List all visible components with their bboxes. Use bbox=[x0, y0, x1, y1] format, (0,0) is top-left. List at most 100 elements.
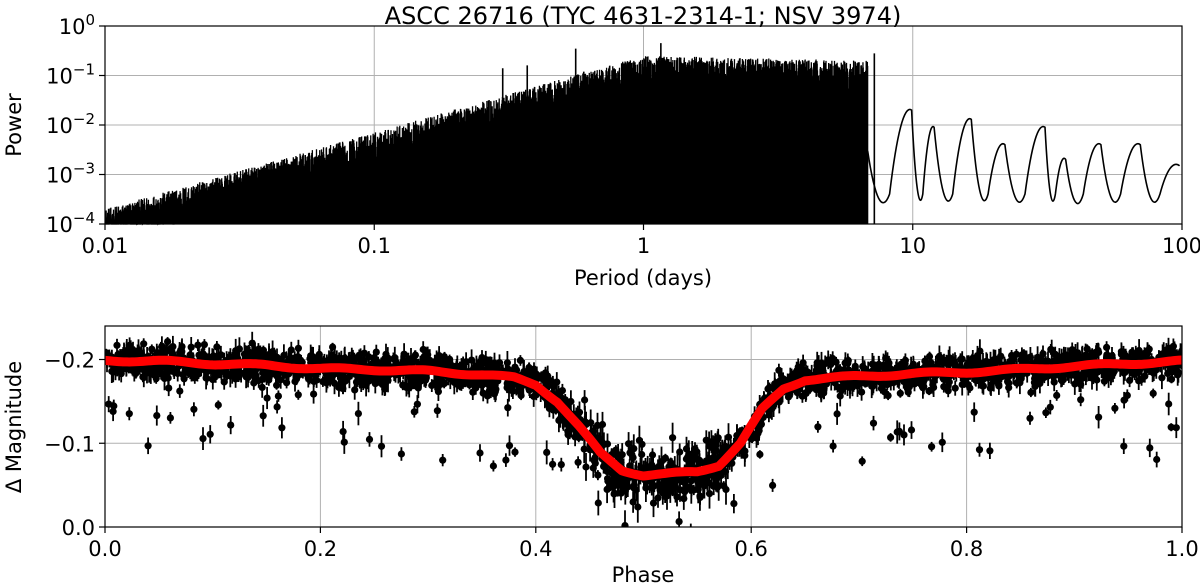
lightcurve-data-point bbox=[1022, 354, 1031, 362]
lightcurve-data-point bbox=[543, 448, 551, 456]
periodogram-y-tick-label: 10−3 bbox=[46, 160, 95, 188]
periodogram-plot-area bbox=[104, 43, 1181, 226]
lightcurve-data-point bbox=[1120, 396, 1128, 404]
lightcurve-data-point bbox=[315, 354, 323, 362]
lightcurve-data-point bbox=[269, 348, 277, 356]
lightcurve-data-point bbox=[389, 355, 397, 363]
lightcurve-data-point bbox=[273, 372, 281, 380]
lightcurve-data-point bbox=[439, 456, 447, 464]
lightcurve-data-point bbox=[278, 424, 286, 432]
lightcurve-data-point bbox=[382, 350, 390, 358]
lightcurve-data-point bbox=[365, 353, 373, 361]
lightcurve-data-point bbox=[113, 341, 121, 349]
lightcurve-data-point bbox=[166, 414, 174, 422]
lightcurve-data-point bbox=[214, 401, 222, 409]
lightcurve-data-point bbox=[110, 402, 118, 410]
lightcurve-data-point bbox=[1078, 353, 1086, 361]
periodogram-y-axis-label: Power bbox=[2, 93, 26, 157]
lightcurve-data-point bbox=[669, 434, 677, 442]
lightcurve-data-point bbox=[169, 343, 177, 351]
lightcurve-data-point bbox=[226, 372, 234, 380]
lightcurve-data-point bbox=[365, 435, 374, 443]
lightcurve-data-point bbox=[199, 353, 207, 361]
lightcurve-data-point bbox=[516, 356, 525, 364]
lightcurve-data-point bbox=[581, 396, 589, 404]
lightcurve-data-point bbox=[858, 457, 866, 465]
lightcurve-data-point bbox=[478, 354, 486, 362]
lightcurve-data-point bbox=[687, 529, 694, 536]
lightcurve-data-point bbox=[545, 376, 553, 384]
lightcurve-data-point bbox=[151, 363, 159, 371]
lightcurve-data-point bbox=[942, 359, 951, 367]
lightcurve-data-point bbox=[340, 438, 348, 446]
lightcurve-data-point bbox=[478, 381, 486, 389]
lightcurve-data-point bbox=[705, 442, 713, 450]
lightcurve-data-point bbox=[126, 341, 134, 349]
lightcurve-x-tick-label: 0.4 bbox=[519, 537, 552, 561]
lightcurve-data-point bbox=[814, 423, 822, 431]
lightcurve-data-point bbox=[893, 428, 901, 436]
lightcurve-data-point bbox=[306, 355, 314, 363]
lightcurve-data-point bbox=[1167, 423, 1175, 431]
lightcurve-data-point bbox=[1153, 455, 1161, 464]
lightcurve-x-ticks: 0.0 0.2 0.4 0.6 0.8 1.0 bbox=[88, 527, 1199, 561]
lightcurve-data-point bbox=[887, 433, 895, 441]
lightcurve-data-point bbox=[851, 364, 859, 372]
lightcurve-data-point bbox=[153, 412, 161, 420]
lightcurve-data-point bbox=[900, 431, 908, 439]
lightcurve-data-point bbox=[580, 445, 588, 453]
lightcurve-data-point bbox=[870, 362, 878, 370]
lightcurve-data-point bbox=[505, 442, 514, 450]
lightcurve-data-point bbox=[1059, 376, 1067, 384]
lightcurve-data-point bbox=[1146, 444, 1154, 452]
lightcurve-panel: 0.0 0.2 0.4 0.6 0.8 1.0 −0.2 −0.1 0.0 Phase Δ M… bbox=[2, 325, 1199, 585]
lightcurve-data-point bbox=[1062, 351, 1070, 359]
lightcurve-y-tick-label: 0.0 bbox=[62, 516, 95, 540]
lightcurve-data-point bbox=[517, 391, 525, 400]
periodogram-y-ticks: 100 10−1 10−2 10−3 10−4 bbox=[46, 11, 105, 237]
lightcurve-data-point bbox=[336, 381, 344, 389]
periodogram-x-tick-label: 0.1 bbox=[358, 234, 391, 258]
lightcurve-data-point bbox=[1160, 350, 1168, 358]
lightcurve-data-point bbox=[965, 362, 973, 370]
lightcurve-data-point bbox=[638, 450, 646, 459]
lightcurve-model-curve bbox=[105, 355, 1182, 481]
lightcurve-data-point bbox=[356, 357, 365, 365]
lightcurve-data-point bbox=[958, 355, 966, 363]
lightcurve-data-point bbox=[1067, 352, 1076, 360]
lightcurve-data-point bbox=[144, 442, 152, 450]
lightcurve-data-point bbox=[841, 359, 850, 367]
lightcurve-data-point bbox=[1094, 346, 1102, 354]
periodogram-x-axis-label: Period (days) bbox=[574, 266, 712, 290]
lightcurve-data-point bbox=[378, 380, 386, 388]
lightcurve-data-point bbox=[589, 464, 597, 472]
lightcurve-data-point bbox=[833, 410, 841, 418]
lightcurve-data-point bbox=[565, 424, 573, 432]
lightcurve-data-point bbox=[244, 350, 253, 358]
lightcurve-y-ticks: −0.2 −0.1 0.0 bbox=[44, 349, 105, 540]
lightcurve-data-point bbox=[472, 384, 480, 392]
lightcurve-x-tick-label: 1.0 bbox=[1165, 537, 1198, 561]
lightcurve-data-point bbox=[1095, 413, 1103, 421]
lightcurve-data-point bbox=[411, 357, 419, 365]
lightcurve-data-point bbox=[259, 412, 267, 420]
lightcurve-data-point bbox=[817, 368, 825, 376]
lightcurve-data-point bbox=[399, 381, 407, 389]
lightcurve-data-point bbox=[901, 360, 909, 368]
lightcurve-data-point bbox=[1077, 396, 1085, 404]
lightcurve-data-point bbox=[405, 384, 413, 392]
lightcurve-data-point bbox=[979, 382, 988, 390]
lightcurve-data-point bbox=[1046, 403, 1054, 411]
lightcurve-data-point bbox=[206, 430, 214, 438]
lightcurve-data-point bbox=[363, 377, 371, 385]
lightcurve-data-point bbox=[502, 456, 510, 464]
lightcurve-data-point bbox=[431, 358, 439, 366]
lightcurve-data-point bbox=[190, 405, 198, 413]
lightcurve-data-point bbox=[1178, 347, 1182, 355]
lightcurve-data-point bbox=[676, 486, 684, 494]
lightcurve-data-point bbox=[1027, 388, 1035, 397]
lightcurve-data-point bbox=[372, 348, 380, 356]
lightcurve-data-point bbox=[858, 388, 866, 396]
lightcurve-data-point bbox=[508, 386, 516, 394]
